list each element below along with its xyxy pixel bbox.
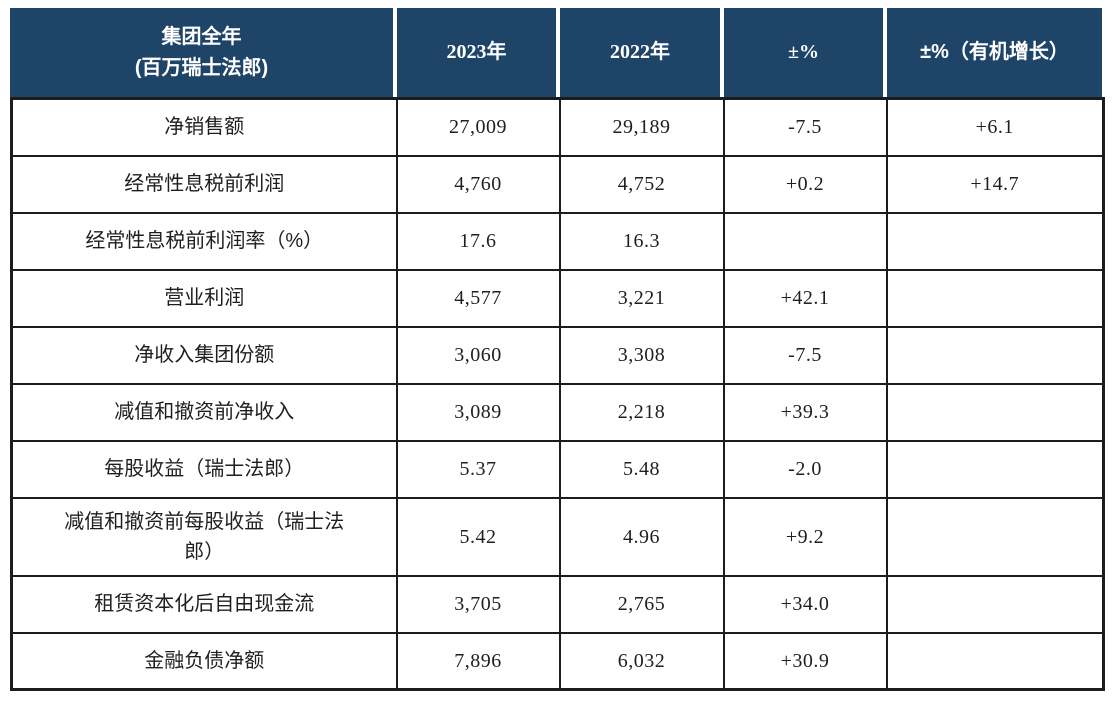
value-2022: 3,308	[558, 325, 725, 385]
value-2022: 29,189	[558, 97, 725, 157]
table-row: 减值和撤资前每股收益（瑞士法 郎） 5.42 4.96 +9.2	[10, 496, 1105, 577]
value-organic-change	[885, 439, 1105, 499]
value-2023: 4,760	[395, 154, 561, 214]
value-2023: 27,009	[395, 97, 561, 157]
value-organic-change: +14.7	[885, 154, 1105, 214]
header-cell-metric: 集团全年 (百万瑞士法郎)	[10, 8, 393, 97]
value-change: -2.0	[722, 439, 888, 499]
value-2023: 7,896	[395, 631, 561, 691]
value-2022: 2,765	[558, 574, 725, 634]
value-change: +0.2	[722, 154, 888, 214]
value-organic-change	[885, 631, 1105, 691]
table-header-row: 集团全年 (百万瑞士法郎) 2023年 2022年 ±% ±%（有机增长）	[10, 8, 1102, 97]
value-2023: 17.6	[395, 211, 561, 271]
value-change: +34.0	[722, 574, 888, 634]
header-cell-organic-change: ±%（有机增长）	[887, 8, 1102, 97]
header-cell-2022: 2022年	[560, 8, 720, 97]
value-organic-change	[885, 382, 1105, 442]
row-label: 减值和撤资前净收入	[10, 382, 398, 442]
table-row: 净收入集团份额 3,060 3,308 -7.5	[10, 325, 1105, 385]
value-2023: 3,089	[395, 382, 561, 442]
table-row: 营业利润 4,577 3,221 +42.1	[10, 268, 1105, 328]
value-change: -7.5	[722, 325, 888, 385]
value-2023: 3,060	[395, 325, 561, 385]
value-2022: 4.96	[558, 496, 725, 577]
value-change: +9.2	[722, 496, 888, 577]
value-organic-change	[885, 325, 1105, 385]
header-cell-2023: 2023年	[397, 8, 556, 97]
header-cell-change: ±%	[724, 8, 883, 97]
row-label: 净收入集团份额	[10, 325, 398, 385]
value-change	[722, 211, 888, 271]
value-2023: 3,705	[395, 574, 561, 634]
value-2022: 4,752	[558, 154, 725, 214]
value-change: -7.5	[722, 97, 888, 157]
row-label: 每股收益（瑞士法郎）	[10, 439, 398, 499]
table-body-grid: 净销售额 27,009 29,189 -7.5 +6.1 经常性息税前利润 4,…	[10, 97, 1105, 691]
value-2022: 6,032	[558, 631, 725, 691]
value-2022: 16.3	[558, 211, 725, 271]
value-change: +30.9	[722, 631, 888, 691]
table-row: 金融负债净额 7,896 6,032 +30.9	[10, 631, 1105, 691]
group-financials-table: 集团全年 (百万瑞士法郎) 2023年 2022年 ±% ±%（有机增长） 净销…	[10, 8, 1105, 691]
value-2023: 5.37	[395, 439, 561, 499]
value-organic-change	[885, 268, 1105, 328]
table-row: 租赁资本化后自由现金流 3,705 2,765 +34.0	[10, 574, 1105, 634]
row-label: 租赁资本化后自由现金流	[10, 574, 398, 634]
row-label: 净销售额	[10, 97, 398, 157]
row-label: 经常性息税前利润率（%）	[10, 211, 398, 271]
table-row: 减值和撤资前净收入 3,089 2,218 +39.3	[10, 382, 1105, 442]
row-label: 减值和撤资前每股收益（瑞士法 郎）	[10, 496, 398, 577]
value-organic-change: +6.1	[885, 97, 1105, 157]
value-2022: 2,218	[558, 382, 725, 442]
value-organic-change	[885, 211, 1105, 271]
value-2022: 3,221	[558, 268, 725, 328]
value-2023: 4,577	[395, 268, 561, 328]
table-body: 净销售额 27,009 29,189 -7.5 +6.1 经常性息税前利润 4,…	[10, 97, 1105, 691]
row-label: 营业利润	[10, 268, 398, 328]
value-organic-change	[885, 574, 1105, 634]
table-row: 经常性息税前利润 4,760 4,752 +0.2 +14.7	[10, 154, 1105, 214]
value-2023: 5.42	[395, 496, 561, 577]
table-row: 净销售额 27,009 29,189 -7.5 +6.1	[10, 97, 1105, 157]
row-label: 经常性息税前利润	[10, 154, 398, 214]
value-change: +42.1	[722, 268, 888, 328]
value-2022: 5.48	[558, 439, 725, 499]
value-change: +39.3	[722, 382, 888, 442]
table-row: 经常性息税前利润率（%） 17.6 16.3	[10, 211, 1105, 271]
row-label: 金融负债净额	[10, 631, 398, 691]
value-organic-change	[885, 496, 1105, 577]
table-row: 每股收益（瑞士法郎） 5.37 5.48 -2.0	[10, 439, 1105, 499]
